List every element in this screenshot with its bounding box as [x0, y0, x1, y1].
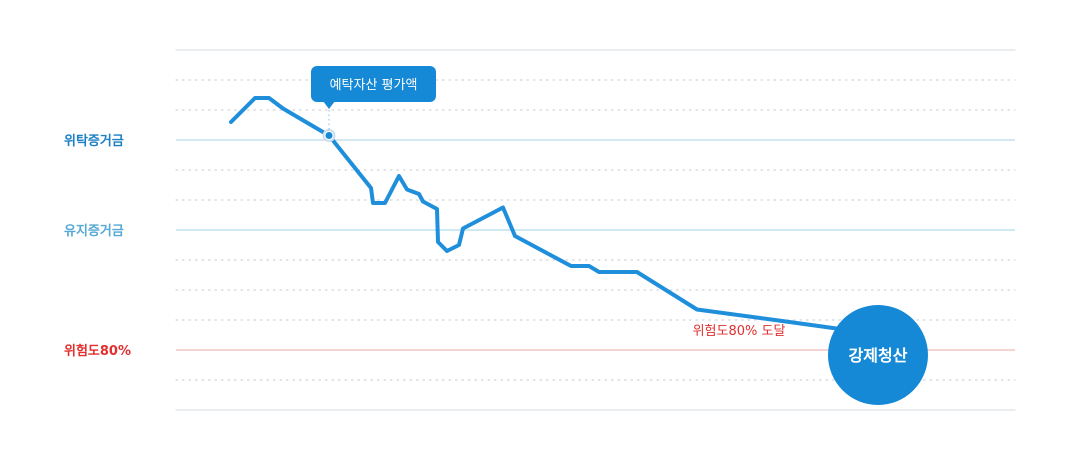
level-label-entrusted_margin: 위탁증거금	[64, 133, 124, 149]
callout-box	[311, 66, 436, 102]
callout-marker	[325, 132, 333, 139]
risk-reach-label: 위험도80% 도달	[693, 324, 786, 339]
callout-pointer	[323, 101, 335, 109]
liquidation-label: 강제청산	[849, 346, 908, 365]
level-label-maintenance_margin: 유지증거금	[64, 224, 124, 239]
level-label-risk_80: 위험도80%	[64, 343, 131, 359]
series-line-0	[229, 96, 865, 336]
callout-label: 예탁자산 평가액	[330, 78, 418, 93]
liquidation-bubble	[828, 305, 928, 405]
